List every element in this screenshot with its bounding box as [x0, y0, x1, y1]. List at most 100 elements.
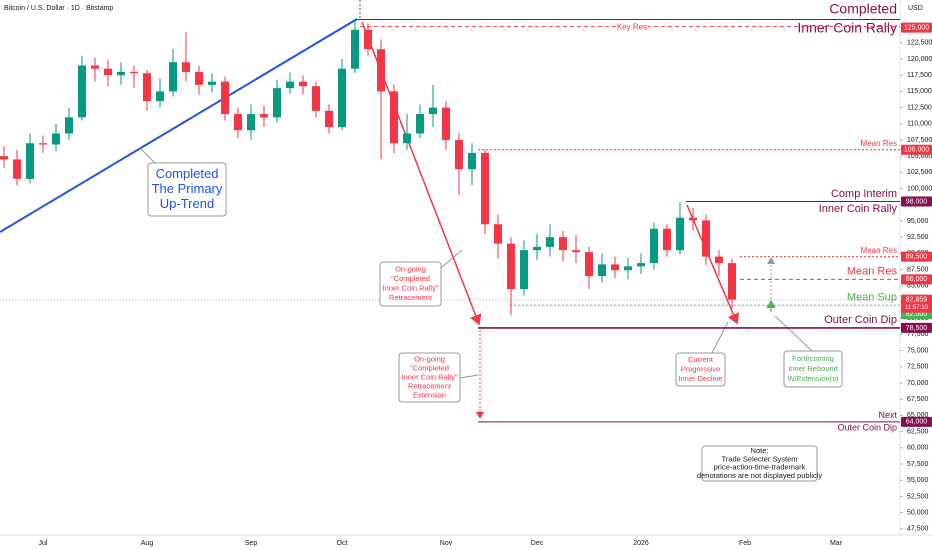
candle-body: [663, 228, 671, 251]
candle-body: [546, 237, 554, 247]
candle-body: [624, 266, 632, 271]
level-text: Inner Coin Rally: [819, 203, 898, 215]
candle-body: [533, 246, 541, 251]
callout-box: [379, 261, 442, 307]
candle-body: [429, 107, 437, 115]
y-tick-label: 72,500: [907, 364, 929, 371]
y-tick-label: 62,500: [907, 428, 929, 435]
candle-body: [156, 91, 164, 102]
y-tick-label: 67,500: [907, 396, 929, 403]
x-tick-label: Dec: [531, 540, 544, 547]
y-tick-label: 52,500: [907, 493, 929, 500]
callout-text: Retracement: [389, 293, 433, 302]
candle-body: [559, 237, 567, 251]
price-label: 82,000: [906, 311, 928, 318]
candle-body: [416, 114, 424, 134]
candle-body: [494, 224, 502, 244]
candle-body: [260, 114, 268, 118]
price-label: 78,500: [906, 325, 928, 332]
callout-text: Inner Decline: [678, 374, 722, 383]
callout-text: The Primary: [152, 181, 223, 196]
y-tick-label: 55,000: [907, 477, 929, 484]
price-label: 86,000: [906, 276, 928, 283]
x-tick-label: 2026: [633, 540, 649, 547]
callout-text: "Completed: [410, 363, 449, 372]
candles: [0, 19, 736, 315]
candle-body: [403, 133, 411, 144]
candle-body: [689, 217, 697, 221]
y-tick-label: 57,500: [907, 461, 929, 468]
y-tick-label: 60,000: [907, 445, 929, 452]
level-text: Completed: [829, 1, 897, 17]
candle-body: [91, 65, 99, 69]
candle-body: [351, 29, 359, 69]
candle-body: [117, 71, 125, 76]
callout-text: On-going: [395, 265, 426, 274]
candle-body: [286, 81, 294, 89]
callout-text: Progressive: [681, 364, 721, 373]
candle-body: [455, 139, 463, 170]
level-text: Mean Res: [861, 139, 897, 148]
callout-connector: [139, 147, 156, 164]
candle-body: [637, 263, 645, 267]
candle-body: [364, 29, 372, 50]
callout-text: "Completed: [391, 274, 430, 283]
candle-body: [507, 243, 515, 290]
level-text: Outer Coin Dip: [837, 423, 897, 433]
x-tick-label: Mar: [830, 540, 843, 547]
inner-decline-arrow: [686, 204, 740, 325]
callout-text: Retracement: [408, 381, 452, 390]
level-text: Key Res: [617, 23, 647, 32]
callout-connector: [774, 315, 813, 352]
y-tick-label: 102,500: [907, 169, 932, 176]
y-tick-label: 47,500: [907, 526, 929, 533]
y-tick-label: 107,500: [907, 137, 932, 144]
candle-body: [39, 143, 47, 145]
drawings: [0, 0, 813, 419]
callout-text: Trade Selecter System: [722, 454, 798, 463]
y-tick-label: 110,000: [907, 121, 932, 128]
candle-body: [728, 263, 736, 300]
callout-text: Current: [688, 355, 714, 364]
price-label: 89,500: [906, 253, 928, 260]
callout-text: price-action-time-trademark: [714, 463, 806, 472]
candle-body: [234, 114, 242, 131]
candle-body: [585, 252, 593, 277]
currency-label: USD: [908, 5, 923, 12]
price-label: 98,000: [906, 198, 928, 205]
level-text: Mean Sup: [847, 292, 897, 304]
level-text: Outer Coin Dip: [824, 314, 897, 326]
level-text: Comp Interim: [831, 188, 897, 200]
callout-text: Completed: [156, 166, 219, 181]
candle-body: [598, 264, 606, 277]
candle-body: [520, 250, 528, 290]
y-tick-label: 92,500: [907, 234, 929, 241]
y-tick-label: 100,000: [907, 185, 932, 192]
x-tick-label: Nov: [440, 540, 453, 547]
candle-body: [104, 68, 112, 76]
levels: Completed Inner Coin Rally Key Res Mean Res…: [355, 0, 900, 434]
y-tick-label: 112,500: [907, 104, 932, 111]
y-tick-label: 115,000: [907, 88, 932, 95]
callout-text: W/Extension(s): [788, 374, 839, 383]
candle-body: [442, 107, 450, 140]
price-label-box: [901, 416, 932, 427]
callout-text: Inner Rebound: [788, 364, 838, 373]
callout-text: Inner Coin Rally": [382, 284, 438, 293]
candle-body: [338, 68, 346, 128]
candle-body: [208, 81, 216, 85]
level-text: Mean Res: [847, 266, 898, 278]
y-tick-label: 120,000: [907, 56, 932, 63]
candle-body: [650, 228, 658, 264]
candle-body: [676, 217, 684, 251]
uptrend-line: [0, 18, 358, 233]
callout-text: Note:: [751, 446, 769, 455]
y-tick-label: 77,500: [907, 331, 929, 338]
y-tick-label: 117,500: [907, 72, 932, 79]
y-tick-label: 105,000: [907, 153, 932, 160]
